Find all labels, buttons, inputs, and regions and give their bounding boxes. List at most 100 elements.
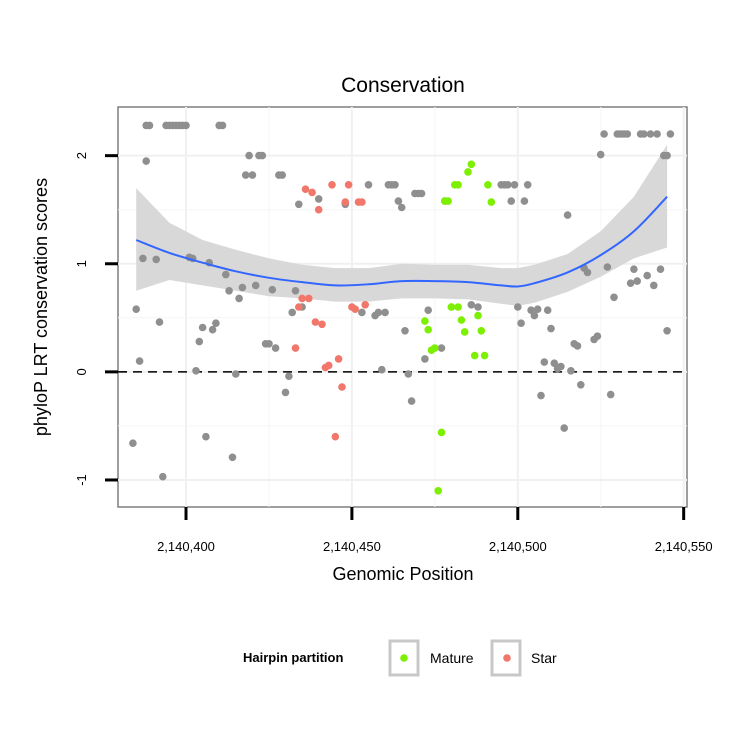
point-other	[235, 294, 243, 303]
y-tick-label: 2	[74, 152, 89, 159]
point-star	[334, 355, 343, 363]
point-mature	[477, 327, 486, 335]
point-star	[328, 181, 336, 189]
point-other	[467, 301, 476, 309]
point-other	[517, 319, 525, 328]
point-other	[650, 281, 658, 290]
point-other	[523, 181, 532, 189]
point-other	[504, 181, 512, 189]
point-other	[381, 308, 389, 317]
point-other	[606, 390, 615, 399]
point-star	[291, 344, 300, 352]
legend-label-star: Star	[531, 650, 557, 666]
point-other	[547, 324, 555, 333]
point-other	[666, 130, 675, 138]
point-other	[421, 355, 429, 363]
point-star	[301, 185, 310, 193]
point-other	[132, 305, 140, 314]
point-other	[192, 367, 200, 375]
point-other	[195, 337, 204, 346]
point-star	[341, 198, 350, 206]
smooth-trend-line	[135, 196, 668, 288]
point-mature	[480, 351, 489, 360]
point-mature	[470, 351, 479, 360]
smooth-confidence-band	[136, 144, 668, 306]
point-other	[417, 189, 426, 198]
point-mature	[474, 311, 482, 320]
point-other	[288, 308, 297, 317]
point-other	[557, 362, 565, 371]
chart-title: Conservation	[341, 74, 465, 97]
point-star	[338, 383, 346, 391]
point-other	[278, 171, 287, 179]
point-other	[208, 325, 217, 334]
point-other	[633, 277, 641, 285]
point-mature	[454, 181, 462, 189]
legend-marker-star	[503, 654, 511, 662]
point-mature	[487, 198, 496, 206]
point-other	[653, 130, 661, 138]
point-other	[139, 254, 147, 263]
point-other	[271, 344, 280, 352]
point-star	[308, 188, 316, 197]
axes: 2,140,400 2,140,450 2,140,500 2,140,550 -1 0 1…	[74, 152, 713, 554]
x-tick-label: 2,140,400	[157, 539, 215, 554]
point-other	[600, 130, 608, 138]
point-star	[324, 361, 333, 370]
point-other	[593, 332, 602, 341]
point-mature	[447, 303, 456, 311]
point-other	[291, 287, 300, 295]
point-other	[314, 195, 323, 203]
y-tick-label: 1	[74, 260, 89, 267]
x-axis-title: Genomic Position	[332, 564, 473, 584]
point-other	[437, 344, 446, 352]
point-mature	[444, 197, 452, 205]
legend: Hairpin partition Mature Star	[243, 639, 557, 677]
point-other	[530, 311, 539, 320]
data-points	[129, 121, 675, 495]
point-other	[218, 121, 227, 130]
point-other	[510, 181, 519, 189]
point-other	[152, 255, 160, 264]
point-star	[358, 198, 366, 206]
confidence-band	[136, 144, 668, 306]
point-other	[401, 327, 409, 335]
point-other	[603, 263, 612, 271]
point-other	[258, 151, 267, 160]
point-other	[265, 340, 273, 348]
point-other	[155, 318, 164, 326]
point-other	[225, 287, 233, 295]
legend-marker-mature	[400, 654, 408, 662]
point-other	[374, 308, 383, 317]
point-other	[567, 367, 575, 375]
point-other	[145, 121, 154, 130]
point-other	[268, 285, 277, 294]
point-other	[159, 472, 167, 481]
point-star	[351, 305, 360, 314]
point-other	[663, 151, 671, 160]
point-other	[643, 271, 651, 280]
point-other	[378, 365, 386, 374]
point-other	[646, 130, 655, 138]
point-star	[305, 294, 313, 303]
y-tick-label: 0	[74, 368, 89, 375]
point-other	[520, 197, 529, 205]
point-other	[358, 308, 366, 317]
point-other	[507, 197, 515, 205]
point-other	[198, 323, 207, 332]
smooth-line	[135, 196, 668, 288]
point-other	[630, 265, 638, 274]
point-mature	[457, 316, 466, 324]
point-other	[245, 151, 253, 160]
point-other	[540, 358, 549, 366]
point-other	[596, 150, 605, 159]
plot-panel	[117, 106, 688, 508]
point-star	[314, 205, 323, 214]
point-other	[424, 306, 433, 315]
point-other	[135, 357, 144, 365]
point-other	[281, 388, 290, 397]
point-other	[295, 200, 303, 209]
point-other	[222, 270, 230, 279]
point-mature	[421, 317, 429, 325]
